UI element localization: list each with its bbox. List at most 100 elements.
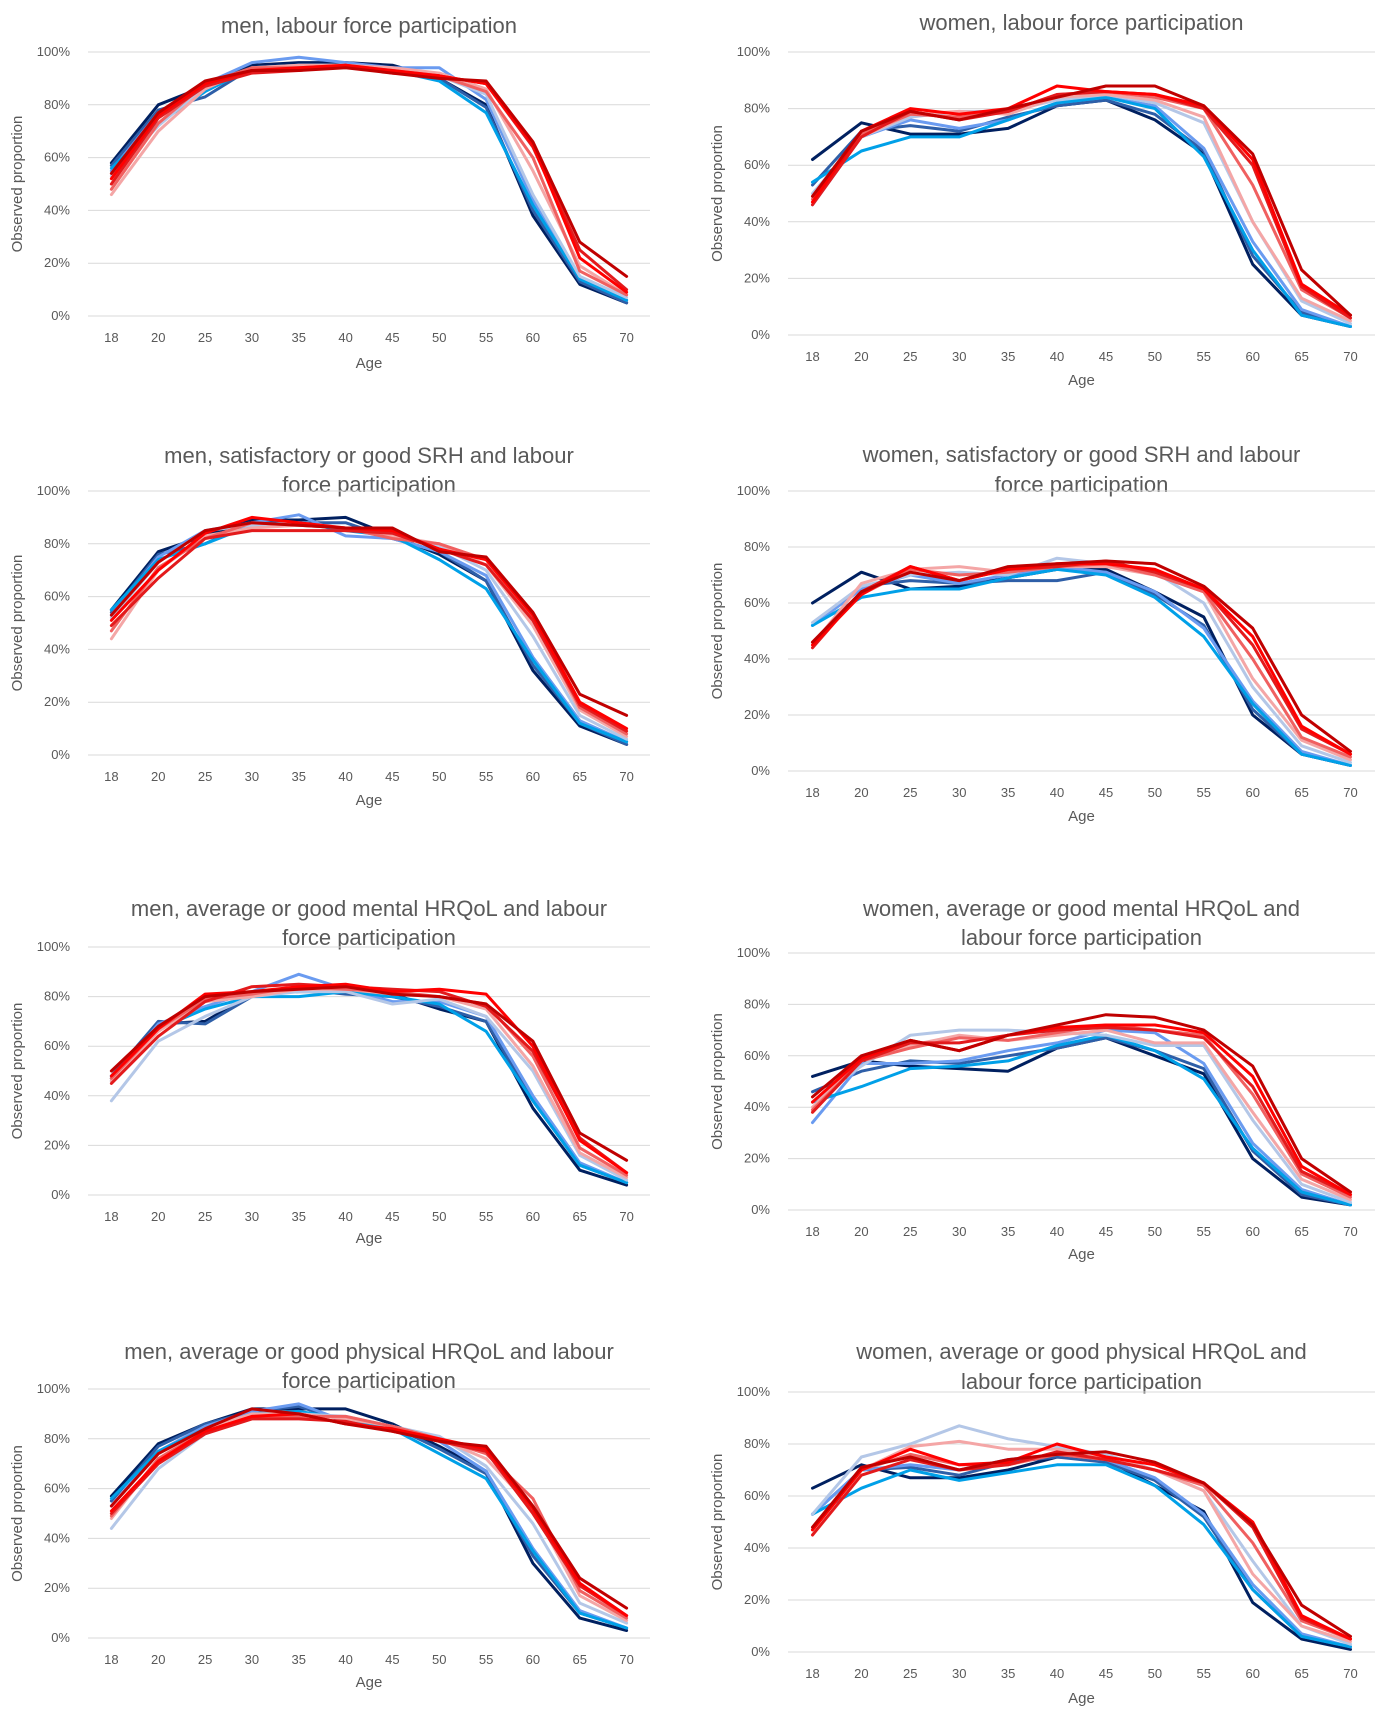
chart-women-physical: women, average or good physical HRQoL an… [700, 1325, 1395, 1731]
x-tick-label: 35 [292, 330, 306, 345]
chart-title-line: women, average or good mental HRQoL and [862, 896, 1300, 921]
x-tick-label: 50 [1148, 1224, 1162, 1239]
series-line-10 [109, 985, 629, 1162]
chart-women-srh: women, satisfactory or good SRH and labo… [700, 430, 1395, 840]
x-tick-label: 45 [1099, 349, 1113, 364]
y-axis-label: Observed proportion [709, 125, 726, 262]
x-tick-label: 30 [952, 349, 966, 364]
x-axis-label: Age [1068, 1690, 1095, 1707]
x-tick-label: 70 [1343, 1224, 1357, 1239]
y-tick-label: 0% [51, 747, 70, 762]
series-line-10 [811, 1013, 1352, 1194]
x-tick-label: 50 [432, 330, 446, 345]
y-tick-label: 80% [744, 539, 770, 554]
x-tick-label: 40 [1050, 785, 1064, 800]
series-line-4 [811, 1033, 1352, 1207]
series-line-3 [811, 1028, 1352, 1207]
x-tick-label: 35 [292, 1209, 306, 1224]
y-tick-label: 20% [44, 255, 70, 270]
y-tick-label: 20% [744, 1592, 770, 1607]
y-tick-label: 20% [44, 1137, 70, 1152]
x-tick-label: 30 [245, 1652, 259, 1667]
x-tick-label: 60 [526, 769, 540, 784]
x-tick-label: 45 [385, 1209, 399, 1224]
chart-women-mental: women, average or good mental HRQoL and l… [700, 880, 1395, 1290]
x-tick-label: 30 [245, 769, 259, 784]
x-tick-label: 55 [479, 330, 493, 345]
y-tick-label: 0% [751, 1644, 770, 1659]
series-line-6 [811, 1028, 1352, 1202]
x-tick-label: 60 [1245, 1666, 1259, 1681]
y-tick-label: 100% [37, 44, 71, 59]
y-axis-label: Observed proportion [9, 1445, 26, 1582]
x-tick-label: 60 [526, 330, 540, 345]
chart-title-line: men, average or good physical HRQoL and … [124, 1339, 614, 1364]
y-axis-label: Observed proportion [709, 1013, 726, 1150]
y-axis-label: Observed proportion [709, 563, 726, 700]
x-tick-label: 18 [104, 769, 118, 784]
chart-men-labour-svg: men, labour force participation 0% 20% 40% 6… [9, 13, 650, 372]
series-line-7 [811, 1452, 1352, 1641]
y-tick-label: 100% [737, 483, 771, 498]
x-axis-label: Age [1068, 1246, 1095, 1263]
y-tick-label: 100% [37, 483, 71, 498]
y-tick-label: 0% [751, 1202, 770, 1217]
series-line-8 [811, 1026, 1352, 1197]
x-tick-label: 65 [1294, 1224, 1308, 1239]
y-axis-label: Observed proportion [709, 1454, 726, 1591]
series-line-4 [109, 990, 629, 1185]
x-tick-label: 60 [526, 1652, 540, 1667]
y-tick-label: 0% [751, 763, 770, 778]
series-line-10 [811, 84, 1352, 317]
chart-women-labour: women, labour force participation 0% 20% 40… [700, 0, 1395, 395]
chart-men-mental-svg: men, average or good mental HRQoL and la… [9, 896, 650, 1247]
x-tick-label: 18 [805, 785, 819, 800]
y-tick-label: 60% [744, 1048, 770, 1063]
y-tick-label: 60% [44, 1038, 70, 1053]
x-tick-label: 45 [1099, 785, 1113, 800]
x-tick-label: 35 [1001, 349, 1015, 364]
x-tick-label: 35 [1001, 785, 1015, 800]
chart-women-labour-svg: women, labour force participation 0% 20% 40… [709, 10, 1375, 389]
y-tick-label: 100% [737, 945, 771, 960]
x-axis-label: Age [356, 355, 383, 372]
series-line-2 [109, 521, 629, 746]
x-tick-label: 20 [151, 1209, 165, 1224]
x-tick-label: 20 [151, 769, 165, 784]
x-axis-label: Age [1068, 372, 1095, 389]
x-tick-label: 35 [1001, 1224, 1015, 1239]
y-tick-label: 80% [744, 996, 770, 1011]
x-tick-label: 18 [104, 1652, 118, 1667]
x-tick-label: 25 [903, 785, 917, 800]
x-tick-label: 40 [338, 330, 352, 345]
chart-men-physical-svg: men, average or good physical HRQoL and … [9, 1339, 650, 1691]
y-tick-label: 80% [744, 1436, 770, 1451]
x-tick-label: 50 [432, 1209, 446, 1224]
x-tick-label: 18 [805, 1224, 819, 1239]
chart-title-line: women, labour force participation [918, 10, 1243, 35]
x-tick-label: 70 [1343, 1666, 1357, 1681]
y-tick-label: 40% [44, 202, 70, 217]
series-line-4 [811, 567, 1352, 767]
x-tick-label: 20 [854, 785, 868, 800]
x-tick-label: 50 [432, 1652, 446, 1667]
y-tick-label: 20% [744, 270, 770, 285]
x-tick-label: 20 [151, 1652, 165, 1667]
x-tick-label: 65 [1294, 349, 1308, 364]
x-tick-label: 50 [1148, 785, 1162, 800]
x-tick-label: 50 [1148, 1666, 1162, 1681]
chart-title-line: men, satisfactory or good SRH and labour [164, 443, 574, 468]
y-tick-label: 60% [744, 157, 770, 172]
y-tick-label: 100% [37, 939, 71, 954]
x-tick-label: 40 [1050, 1666, 1064, 1681]
y-tick-label: 60% [44, 589, 70, 604]
y-tick-label: 100% [37, 1381, 71, 1396]
x-tick-label: 25 [903, 349, 917, 364]
x-axis-label: Age [356, 1230, 383, 1247]
series-line-6 [109, 523, 629, 738]
y-tick-label: 40% [744, 1540, 770, 1555]
chart-men-srh: men, satisfactory or good SRH and labour… [0, 430, 660, 830]
chart-title-line: men, labour force participation [221, 13, 517, 38]
y-tick-label: 60% [44, 1481, 70, 1496]
y-tick-label: 60% [744, 595, 770, 610]
